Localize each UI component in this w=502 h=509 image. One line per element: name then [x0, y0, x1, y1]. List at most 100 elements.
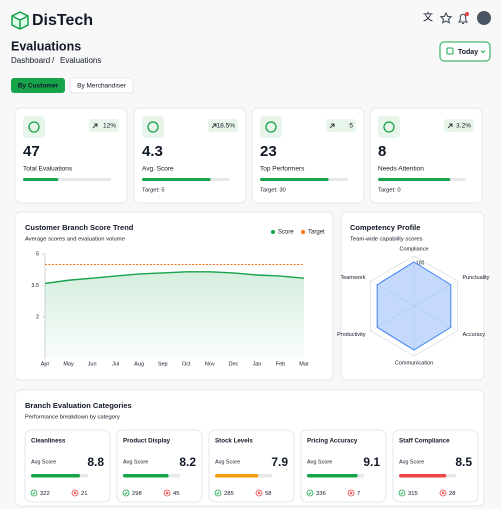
radar-spoke: [370, 280, 415, 307]
passed-count: 322: [40, 491, 50, 497]
progress-fill: [215, 474, 259, 478]
check-mark: [124, 491, 128, 495]
chart-title: Customer Branch Score Trend: [25, 223, 134, 232]
date-button[interactable]: [439, 41, 491, 62]
score-area: [45, 271, 304, 359]
chart-subtitle: Team-wide capability scores: [350, 237, 423, 243]
category-score: 9.1: [363, 455, 380, 469]
category-name: Cleanliness: [31, 438, 66, 445]
kpi-icon-box: [23, 116, 45, 138]
card: [116, 429, 203, 503]
card: [340, 211, 485, 381]
card: [24, 429, 111, 503]
translate-icon[interactable]: 文: [423, 11, 433, 24]
kpi-label: Total Evaluations: [23, 166, 73, 173]
progress-fill: [307, 474, 358, 478]
radar-spoke: [413, 280, 458, 307]
category-name: Product Display: [123, 438, 171, 445]
cross-mark: [165, 491, 169, 495]
trend-arrow: [329, 123, 335, 129]
kpi-change: 5: [349, 123, 353, 130]
kpi-value: 4.3: [142, 143, 163, 160]
passed-count: 298: [132, 491, 142, 497]
kpi-icon: [147, 121, 159, 133]
change-pill: [208, 119, 238, 132]
tab-active[interactable]: [11, 78, 65, 93]
cross-mark: [257, 491, 261, 495]
passed-count: 315: [408, 491, 418, 497]
trend-arrow: [92, 123, 98, 129]
kpi-label: Needs Attention: [378, 166, 424, 173]
user-avatar[interactable]: [477, 11, 491, 25]
logo-icon: [11, 11, 29, 30]
x-tick-label: Mar: [299, 361, 309, 367]
x-tick-label: Oct: [182, 361, 191, 367]
radar-axis-label: Punctuality: [462, 275, 489, 281]
category-score: 8.5: [455, 455, 472, 469]
x-tick-label: May: [63, 361, 74, 367]
legend-swatch: [301, 230, 305, 234]
kpi-icon: [265, 121, 277, 133]
check-mark: [216, 491, 220, 495]
failed-count: 45: [173, 491, 179, 497]
tab[interactable]: [69, 77, 134, 94]
radar-tick-label: 100: [416, 260, 425, 266]
failed-count: 21: [81, 491, 87, 497]
x-tick-label: Jun: [88, 361, 97, 367]
category-score: 8.8: [87, 455, 104, 469]
score-line: [44, 271, 305, 285]
legend-swatch: [271, 230, 275, 234]
change-pill: [89, 119, 119, 132]
kpi-value: 23: [260, 143, 277, 160]
card: [300, 429, 387, 503]
brand-name: DisTech: [32, 12, 93, 29]
y-tick-label: 2: [36, 314, 39, 320]
chart-subtitle: Average scores and evaluation volume: [25, 237, 125, 243]
favorite-icon[interactable]: [439, 11, 453, 24]
y-tick-label: 3.5: [31, 283, 39, 289]
y-tick-label: 5: [36, 251, 39, 257]
score-label: Avg Score: [31, 459, 56, 465]
calendar-icon: [446, 47, 454, 55]
chart-title: Competency Profile: [350, 223, 420, 232]
card: [392, 429, 479, 503]
notification-icon[interactable]: [458, 13, 468, 24]
kpi-change: 3.2%: [456, 123, 471, 130]
progress-fill: [23, 178, 59, 181]
x-tick-label: Aug: [134, 361, 144, 367]
passed-icon: [306, 489, 314, 497]
radar-area: [376, 261, 452, 351]
progress-fill: [123, 474, 169, 478]
progress-fill: [378, 178, 451, 181]
score-label: Avg Score: [215, 459, 240, 465]
radar-axis-label: Communication: [395, 360, 433, 366]
tab-label: By Merchandiser: [77, 83, 127, 90]
x-tick-label: Feb: [276, 361, 285, 367]
check-mark: [308, 491, 312, 495]
kpi-icon-box: [260, 116, 282, 138]
score-label: Avg Score: [307, 459, 332, 465]
failed-icon: [439, 489, 447, 497]
x-tick-label: Jul: [112, 361, 119, 367]
change-pill: [326, 119, 356, 132]
notification-dot: [465, 12, 469, 16]
failed-icon: [71, 489, 79, 497]
kpi-icon: [28, 121, 40, 133]
kpi-label: Avg. Score: [142, 166, 174, 173]
passed-icon: [214, 489, 222, 497]
change-pill: [444, 119, 474, 132]
cross-mark: [349, 491, 353, 495]
passed-icon: [122, 489, 130, 497]
check-mark: [32, 491, 36, 495]
passed-count: 336: [316, 491, 326, 497]
kpi-change: 12%: [103, 123, 116, 130]
cross-mark: [441, 491, 445, 495]
check-mark: [400, 491, 404, 495]
score-label: Avg Score: [123, 459, 148, 465]
section-subtitle: Performance breakdown by category: [25, 415, 120, 421]
radar-spoke: [370, 305, 415, 332]
category-score: 8.2: [179, 455, 196, 469]
legend-label: Score: [278, 230, 294, 236]
passed-icon: [398, 489, 406, 497]
